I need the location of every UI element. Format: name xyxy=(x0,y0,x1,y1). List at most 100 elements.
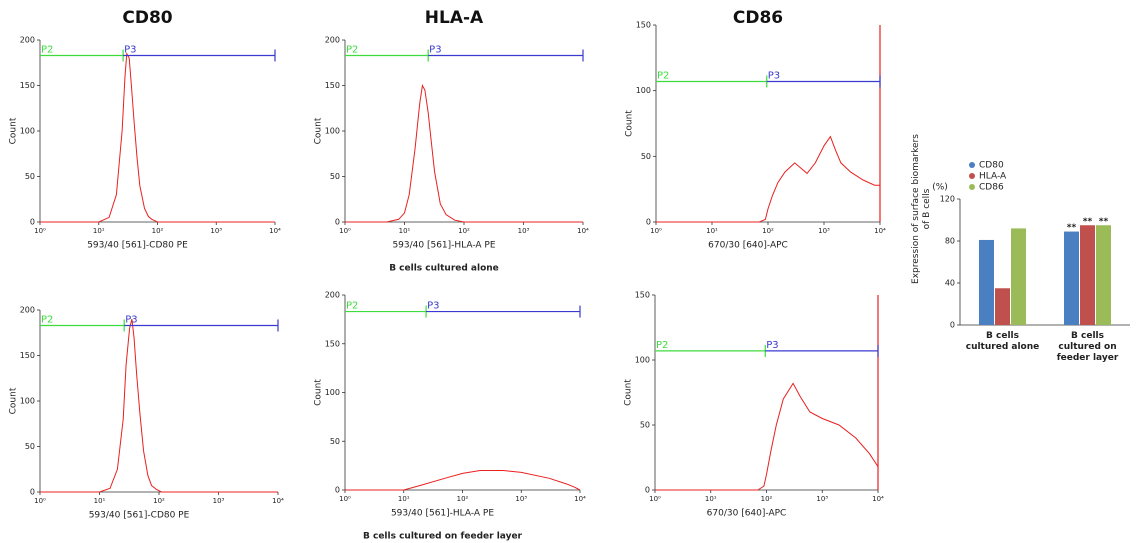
x-tick-label: 10¹ xyxy=(398,495,410,503)
bar xyxy=(1096,225,1111,325)
legend-swatch xyxy=(969,162,975,168)
y-tick-label: 150 xyxy=(325,81,340,90)
y-tick-label: 100 xyxy=(636,86,651,95)
x-axis-label: 593/40 [561]-CD80 PE xyxy=(89,511,190,521)
y-axis-label: Count xyxy=(314,117,324,144)
caption: B cells cultured on feeder layer xyxy=(363,532,523,542)
gate-label: P2 xyxy=(346,44,358,55)
y-axis-label: Count xyxy=(624,379,634,406)
y-tick-label: 0 xyxy=(30,488,35,497)
bar xyxy=(1080,225,1095,325)
y-axis-label: Count xyxy=(625,110,635,137)
histogram-line xyxy=(656,135,880,223)
x-tick-label: 10¹ xyxy=(705,495,717,503)
y-tick-label: 100 xyxy=(635,356,650,365)
x-tick-label: 10² xyxy=(457,495,469,503)
y-tick-label: 150 xyxy=(325,339,340,348)
y-tick-label: 50 xyxy=(640,421,650,430)
y-axis-label: Count xyxy=(314,379,324,406)
caption: B cells cultured alone xyxy=(389,264,499,274)
y-tick-label: 150 xyxy=(636,21,651,30)
x-tick-label: 10⁰ xyxy=(650,227,662,235)
bar xyxy=(1064,231,1079,325)
x-axis-label: 670/30 [640]-APC xyxy=(708,241,788,251)
y-tick-label: 100 xyxy=(20,127,35,136)
y-tick-label: 200 xyxy=(325,36,340,45)
y-axis-label: Count xyxy=(9,387,19,414)
x-tick-label: 10² xyxy=(458,227,470,235)
x-tick-label: 10⁰ xyxy=(34,497,46,505)
bar xyxy=(995,288,1010,325)
y-tick-label: 50 xyxy=(330,172,340,181)
x-axis-label: 593/40 [561]-HLA-A PE xyxy=(391,509,494,519)
y-tick-label: 100 xyxy=(325,388,340,397)
x-tick-label: 10⁰ xyxy=(339,227,351,235)
histogram-line xyxy=(345,83,583,223)
gate-label: P2 xyxy=(657,70,669,81)
x-tick-label: 10³ xyxy=(210,227,222,235)
x-tick-label: 10¹ xyxy=(93,227,105,235)
y-tick-label: 150 xyxy=(20,351,35,360)
y-tick-label: 150 xyxy=(20,81,35,90)
histogram-line xyxy=(40,318,278,493)
y-tick-label: 0 xyxy=(335,218,340,227)
chart-title: HLA-A xyxy=(425,8,484,28)
y-tick-label: 50 xyxy=(25,172,35,181)
y-tick-label: 100 xyxy=(20,397,35,406)
gate-label: P2 xyxy=(41,44,53,55)
histogram-line xyxy=(345,470,581,491)
x-tick-label: 10⁰ xyxy=(649,495,661,503)
legend-swatch xyxy=(969,173,975,179)
gate-label: P3 xyxy=(124,44,136,55)
x-tick-label: 10² xyxy=(762,227,774,235)
chart-title: CD80 xyxy=(122,8,172,28)
x-axis-label: 670/30 [640]-APC xyxy=(707,509,787,519)
y-tick-label: 120 xyxy=(940,195,955,204)
y-tick-label: 200 xyxy=(20,306,35,315)
histogram-line xyxy=(40,51,275,223)
y-tick-label: 50 xyxy=(330,437,340,446)
x-tick-label: 10³ xyxy=(515,495,527,503)
x-tick-label: 10⁰ xyxy=(339,495,351,503)
y-tick-label: 50 xyxy=(25,442,35,451)
x-tick-label: B cells cultured alone xyxy=(966,331,1040,352)
gate-label: P3 xyxy=(766,340,778,351)
legend-label: HLA-A xyxy=(979,172,1007,182)
x-tick-label: 10² xyxy=(153,497,165,505)
x-tick-label: 10⁴ xyxy=(574,495,586,503)
y-axis-label: Expression of surface biomarkersof B cel… xyxy=(911,134,932,284)
x-tick-label: 10⁴ xyxy=(269,227,281,235)
x-tick-label: 10⁴ xyxy=(577,227,589,235)
y-axis-label: Count xyxy=(9,117,19,144)
x-tick-label: 10¹ xyxy=(706,227,718,235)
gate-label: P3 xyxy=(768,70,780,81)
y-tick-label: 40 xyxy=(945,279,955,288)
gate-label: P2 xyxy=(41,314,53,325)
y-tick-label: 0 xyxy=(30,218,35,227)
x-tick-label: 10¹ xyxy=(94,497,106,505)
y-tick-label: 200 xyxy=(325,291,340,300)
x-tick-label: 10⁴ xyxy=(872,495,884,503)
gate-label: P3 xyxy=(429,44,441,55)
y-tick-label: 100 xyxy=(325,127,340,136)
x-tick-label: 10² xyxy=(152,227,164,235)
legend-label: CD86 xyxy=(979,183,1004,193)
x-tick-label: 10³ xyxy=(818,227,830,235)
x-tick-label: 10⁰ xyxy=(34,227,46,235)
y-tick-label: 200 xyxy=(20,36,35,45)
x-tick-label: 10⁴ xyxy=(272,497,284,505)
x-tick-label: B cells cultured on feeder layer xyxy=(1057,331,1119,363)
y-tick-label: 0 xyxy=(335,486,340,495)
bar xyxy=(979,239,994,325)
histogram-line xyxy=(655,382,879,491)
legend-swatch xyxy=(969,184,975,190)
chart-title: CD86 xyxy=(733,8,783,28)
bar xyxy=(1011,228,1026,325)
gate-label: P2 xyxy=(346,301,358,312)
gate-label: P3 xyxy=(427,301,439,312)
x-tick-label: 10⁴ xyxy=(874,227,886,235)
x-tick-label: 10¹ xyxy=(399,227,411,235)
significance: ** xyxy=(1099,217,1109,227)
x-tick-label: 10² xyxy=(761,495,773,503)
